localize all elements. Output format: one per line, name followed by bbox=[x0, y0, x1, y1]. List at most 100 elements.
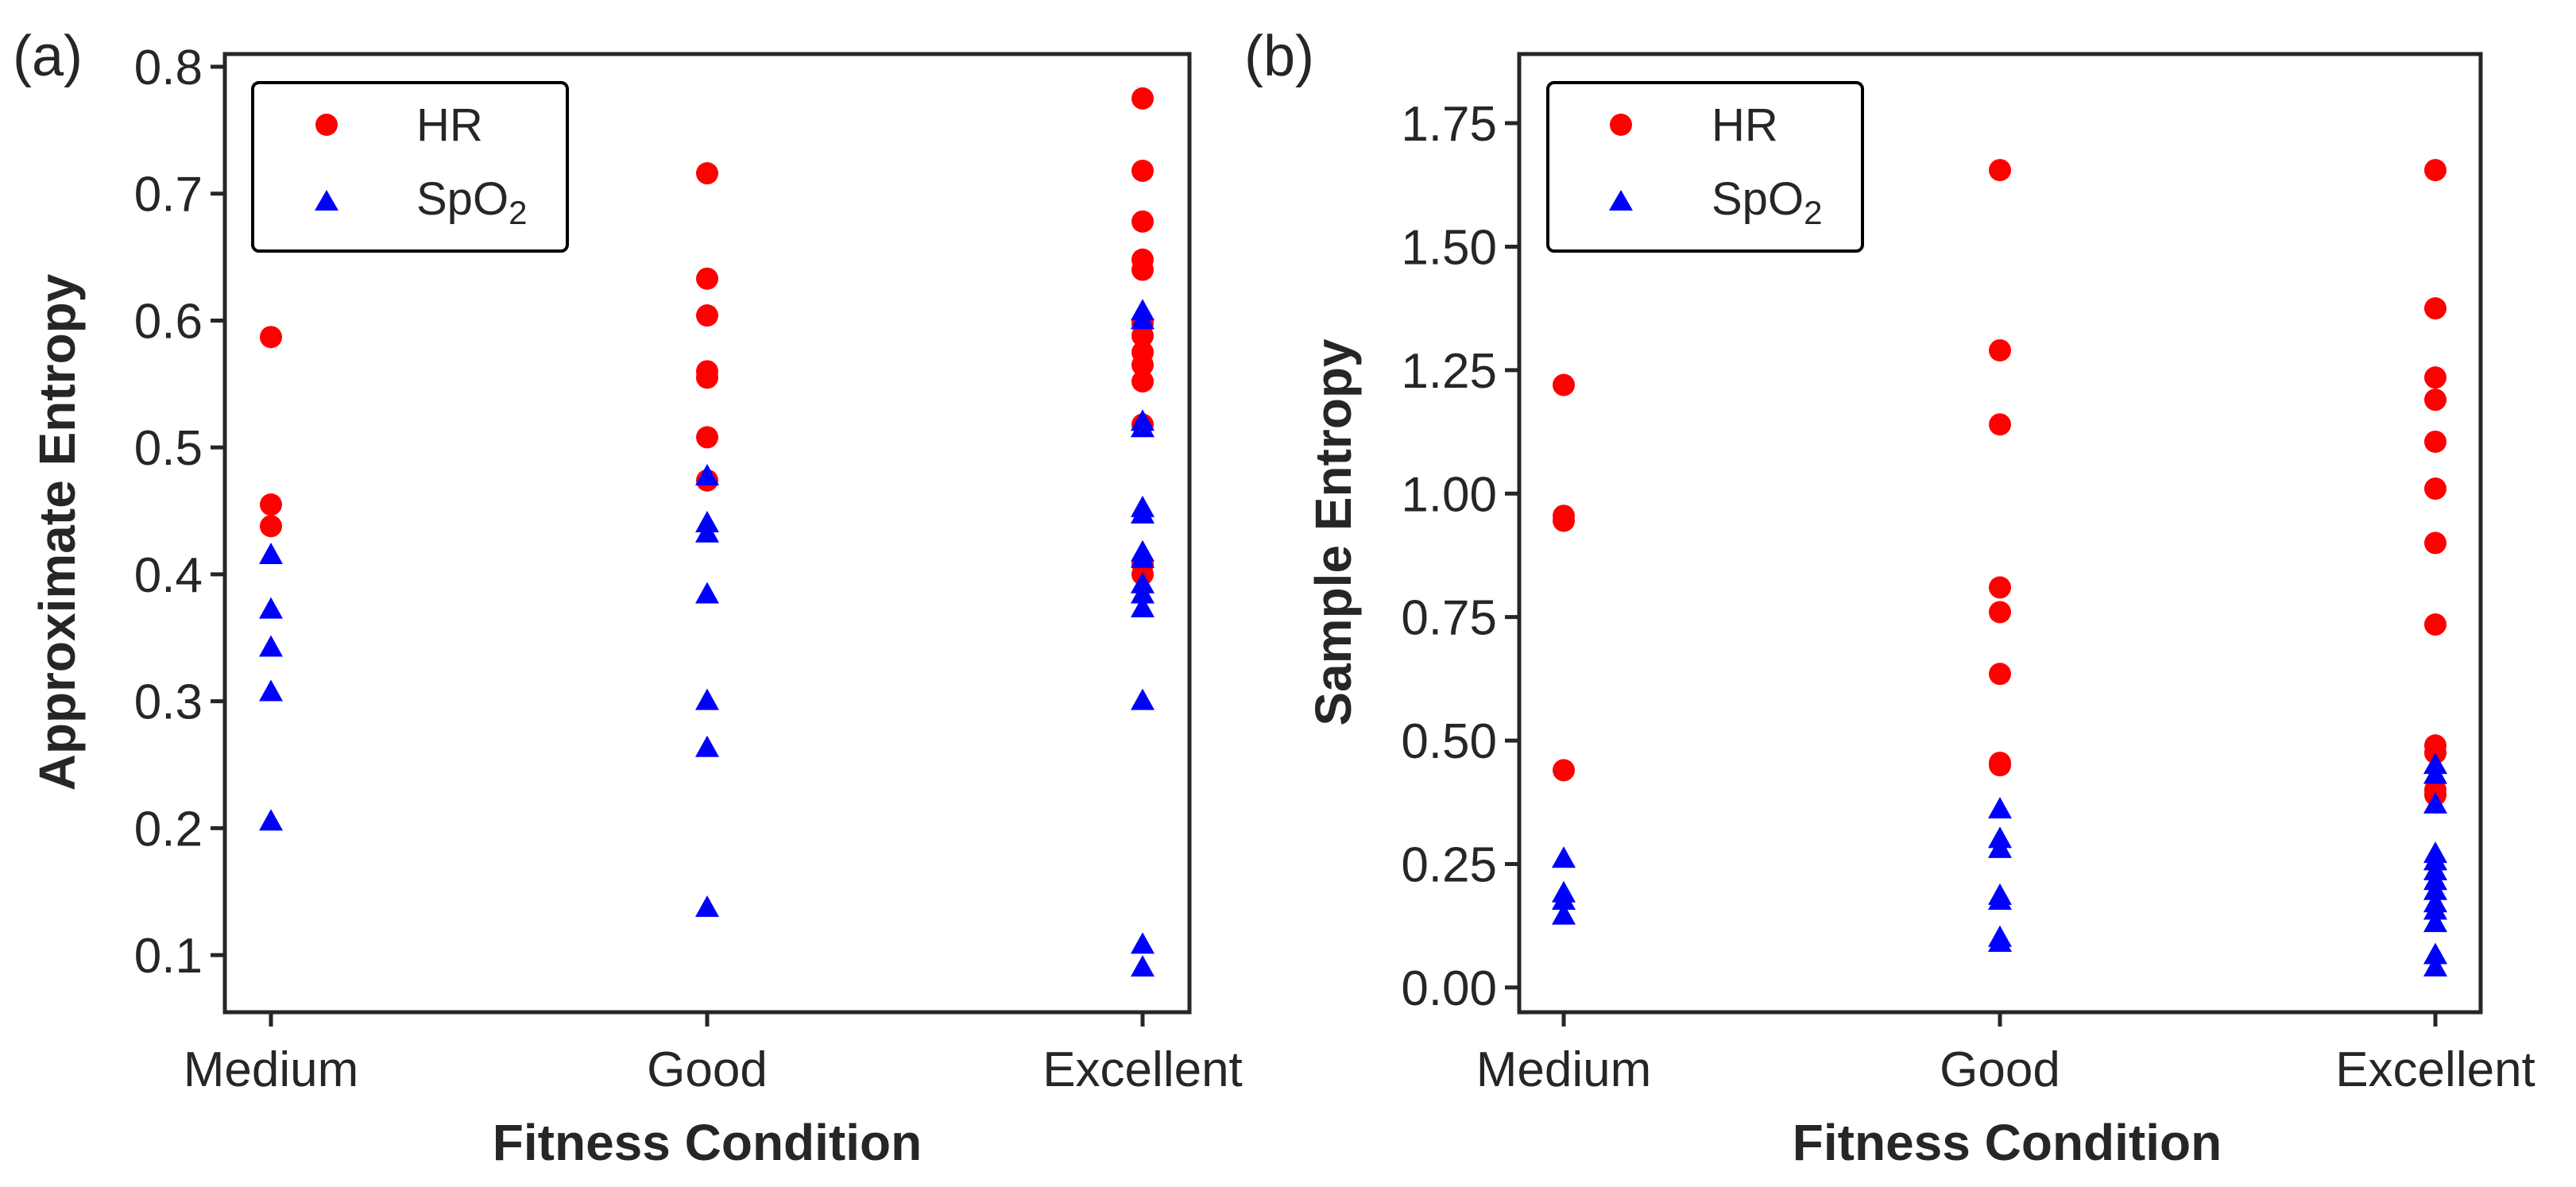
panel-a-ytick-label: 0.8 bbox=[134, 41, 203, 95]
panel-b-hr-point bbox=[1553, 373, 1575, 396]
panel-b-ytick-label: 0.75 bbox=[1401, 591, 1497, 646]
panel-a-legend-spo2-label: SpO2 bbox=[416, 173, 527, 231]
panel-b-spo2-point bbox=[2423, 878, 2447, 900]
panel-a-hr-point bbox=[260, 326, 282, 349]
panel-a-legend-hr-label: HR bbox=[416, 99, 483, 151]
panel-a-xtick-label: Medium bbox=[184, 1042, 359, 1097]
panel-a-x-axis-title: Fitness Condition bbox=[493, 1114, 922, 1171]
panel-a-ytick-label: 0.6 bbox=[134, 294, 203, 349]
panel-a-spo2-point bbox=[1131, 307, 1155, 330]
panel-b-hr-point bbox=[2424, 613, 2446, 636]
panel-b-ytick-label: 1.50 bbox=[1401, 220, 1497, 275]
panel-a-spo2-point bbox=[695, 688, 719, 710]
panel-b-hr-point bbox=[1989, 601, 2011, 624]
panel-b-ytick-label: 1.00 bbox=[1401, 467, 1497, 522]
panel-b-hr-point bbox=[1989, 338, 2011, 362]
panel-a-y-axis-title: Approximate Entropy bbox=[29, 273, 86, 791]
panel-a-ytick-label: 0.2 bbox=[134, 802, 203, 856]
panel-b-hr-point bbox=[2424, 297, 2446, 320]
panel-b-axes-frame bbox=[1517, 52, 2483, 1015]
panel-a-hr-point bbox=[1131, 370, 1154, 393]
panel-b-spo2-point bbox=[2423, 955, 2447, 977]
panel-b-spo2-point bbox=[2423, 762, 2447, 784]
panel-a-spo2-point bbox=[695, 735, 719, 757]
panel-b-hr-point bbox=[1989, 754, 2011, 777]
panel-a-hr-point bbox=[696, 304, 718, 327]
panel-a-ytick-label: 0.4 bbox=[134, 548, 203, 603]
panel-a-spo2-point bbox=[1131, 546, 1155, 568]
panel-a-spo2-point bbox=[1131, 582, 1155, 604]
panel-a-spo2-point bbox=[259, 809, 283, 831]
panel-a-spo2-point bbox=[1131, 416, 1155, 438]
panel-b-legend-spo2-marker bbox=[1609, 190, 1633, 211]
panel-a-axes-frame bbox=[222, 52, 1192, 1015]
panel-a-spo2-point bbox=[695, 520, 719, 543]
panel-a-hr-point bbox=[1131, 354, 1154, 377]
panel-a-points bbox=[259, 87, 1155, 977]
panel-b-hr-point bbox=[1989, 576, 2011, 599]
panel-b-hr-point bbox=[1989, 663, 2011, 686]
panel-a-approximate-entropy: (a) Approximate Entropy Fitness Conditio… bbox=[13, 25, 1243, 1171]
panel-b-hr-point bbox=[2424, 159, 2446, 182]
panel-b-x-axis-title: Fitness Condition bbox=[1793, 1114, 2222, 1171]
panel-a-hr-point bbox=[696, 366, 718, 389]
panel-b-spo2-point bbox=[2423, 791, 2447, 814]
panel-a-ytick-label: 0.3 bbox=[134, 675, 203, 730]
panel-b-points bbox=[1552, 159, 2447, 977]
panel-a-xtick-label: Good bbox=[647, 1042, 768, 1097]
panel-a-ytick-label: 0.5 bbox=[134, 421, 203, 476]
panel-b-spo2-point bbox=[1552, 903, 1576, 925]
panel-b-legend-hr-marker bbox=[1610, 114, 1632, 136]
panel-a-ytick-label: 0.7 bbox=[134, 168, 203, 222]
panel-b-xtick-label: Medium bbox=[1476, 1042, 1652, 1097]
panel-a-label: (a) bbox=[13, 25, 83, 88]
panel-b-legend: HR SpO2 bbox=[1546, 81, 1864, 253]
panel-b-ytick-label: 1.25 bbox=[1401, 344, 1497, 399]
panel-a-legend-hr-marker bbox=[315, 114, 338, 136]
panel-b-hr-point bbox=[1989, 413, 2011, 436]
panel-a-spo2-point bbox=[1131, 955, 1155, 977]
panel-b-ytick-label: 0.25 bbox=[1401, 838, 1497, 893]
panel-b-sample-entropy: (b) Sample Entropy Fitness Condition 0.0… bbox=[1244, 25, 2535, 1171]
panel-b-xtick-label: Excellent bbox=[2335, 1042, 2535, 1097]
panel-a-spo2-point bbox=[695, 895, 719, 918]
panel-b-spo2-point bbox=[2423, 911, 2447, 933]
panel-b-hr-point bbox=[1989, 159, 2011, 182]
panel-a-hr-point bbox=[1131, 87, 1154, 110]
panel-a-hr-point bbox=[696, 267, 718, 290]
panel-a-legend: HR SpO2 bbox=[251, 81, 569, 253]
panel-b-spo2-point bbox=[1988, 888, 2012, 911]
panel-b-ytick-label: 1.75 bbox=[1401, 97, 1497, 152]
panel-b-spo2-point bbox=[2423, 942, 2447, 965]
panel-b-hr-point bbox=[2424, 430, 2446, 453]
panel-b-spo2-point bbox=[1552, 846, 1576, 868]
panel-a-xtick-label: Excellent bbox=[1042, 1042, 1243, 1097]
panel-a-hr-point bbox=[1131, 324, 1154, 347]
panel-a-hr-point bbox=[1131, 258, 1154, 281]
panel-b-legend-hr-label: HR bbox=[1712, 99, 1778, 151]
panel-b-hr-point bbox=[2424, 532, 2446, 555]
panel-a-hr-point bbox=[696, 162, 718, 185]
panel-b-ytick-label: 0.50 bbox=[1401, 714, 1497, 769]
panel-a-hr-point bbox=[1131, 210, 1154, 233]
panel-a-hr-point bbox=[260, 493, 282, 516]
panel-a-spo2-point bbox=[695, 463, 719, 485]
panel-a-spo2-point bbox=[1131, 932, 1155, 954]
panel-b-spo2-point bbox=[2423, 898, 2447, 920]
panel-a-legend-spo2-marker bbox=[315, 190, 338, 211]
panel-b-xtick-label: Good bbox=[1940, 1042, 2060, 1097]
panel-a-spo2-point bbox=[1131, 688, 1155, 710]
panel-a-spo2-point bbox=[1131, 501, 1155, 524]
panel-b-label: (b) bbox=[1244, 25, 1314, 88]
panel-a-hr-point bbox=[696, 426, 718, 449]
panel-a-ticks: 0.1 0.2 0.3 0.4 0.5 0.6 0.7 0.8 Medium Good Excell… bbox=[134, 41, 1243, 1097]
panel-a-spo2-point bbox=[1131, 596, 1155, 618]
panel-b-spo2-point bbox=[1552, 888, 1576, 911]
panel-b-hr-point bbox=[1553, 759, 1575, 782]
panel-b-legend-spo2-label: SpO2 bbox=[1712, 173, 1822, 231]
panel-a-spo2-point bbox=[259, 635, 283, 657]
panel-b-hr-point bbox=[2424, 366, 2446, 389]
panel-a-spo2-point bbox=[259, 597, 283, 619]
panel-a-spo2-point bbox=[259, 679, 283, 702]
